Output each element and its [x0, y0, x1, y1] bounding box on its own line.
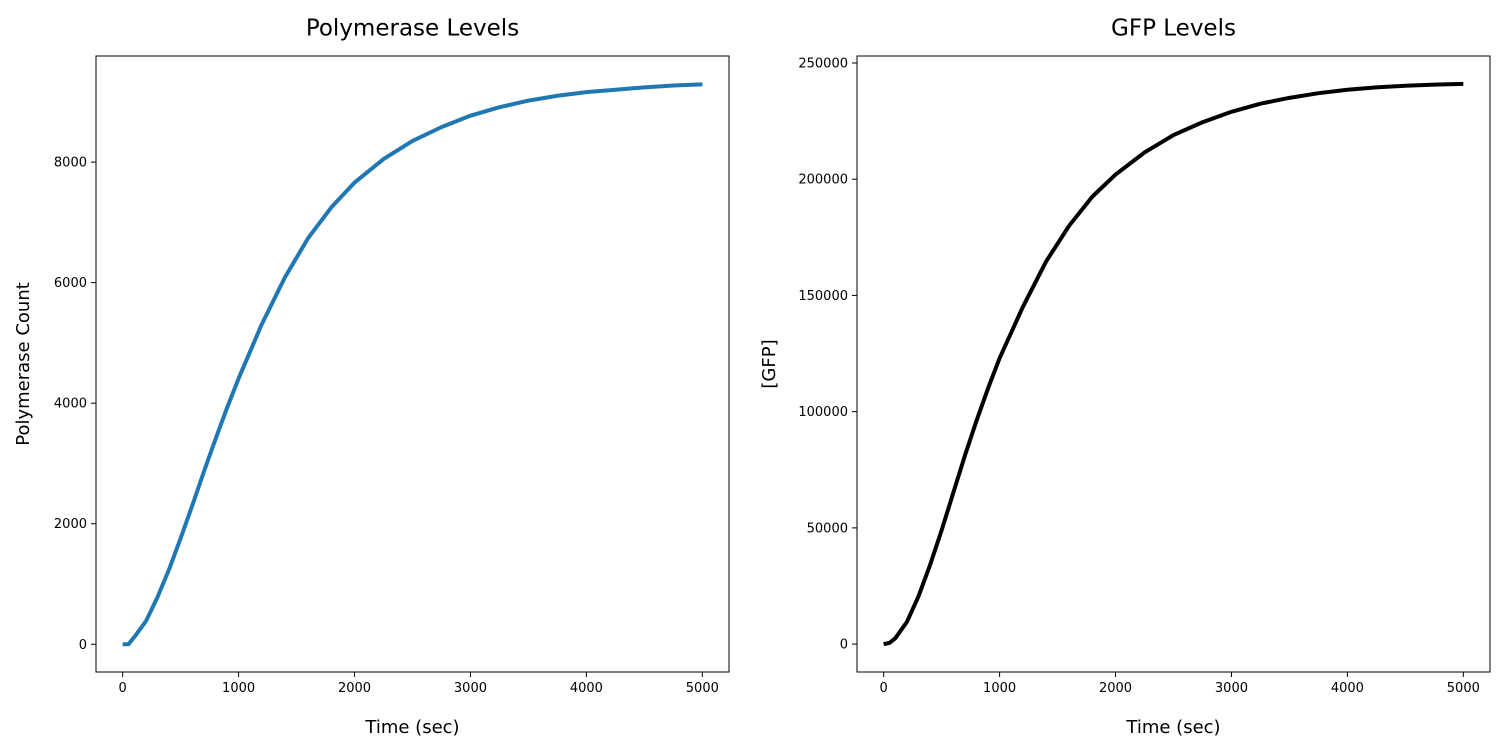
y-tick-label: 6000 — [54, 276, 87, 291]
y-tick-label: 250000 — [798, 56, 848, 71]
y-axis-label-polymerase: Polymerase Count — [13, 282, 34, 446]
gfp-chart: 0 1000 2000 3000 4000 50000500001000001500002… — [759, 16, 1491, 738]
x-tick-label: 1000 — [983, 681, 1016, 696]
x-tick-label: 0 — [119, 681, 127, 696]
x-tick-label: 2000 — [1099, 681, 1132, 696]
polymerase-series-line — [122, 82, 703, 647]
y-tick-label: 0 — [840, 638, 848, 653]
x-axis-label: Time (sec) — [1125, 717, 1220, 738]
chart-title: GFP Levels — [1111, 16, 1236, 42]
y-tick-label: 4000 — [54, 397, 87, 412]
x-tick-label: 4000 — [1331, 681, 1364, 696]
gfp-series-line — [883, 81, 1464, 647]
polymerase-chart: 0 1000 2000 3000 4000 5000 0 2000 4000 6000 8000 Po… — [13, 16, 730, 738]
x-tick-label: 2000 — [338, 681, 371, 696]
y-tick-label: 50000 — [807, 521, 848, 536]
x-tick-label: 0 — [880, 681, 888, 696]
y-tick-label: 8000 — [54, 156, 87, 171]
y-tick-label: 0 — [79, 638, 87, 653]
x-tick-label: 1000 — [222, 681, 255, 696]
x-tick-label: 3000 — [1215, 681, 1248, 696]
y-tick-label: 2000 — [54, 517, 87, 532]
x-axis-label: Time (sec) — [364, 717, 459, 738]
plot-frame — [95, 55, 730, 673]
y-tick-label: 150000 — [798, 289, 848, 304]
x-tick-label: 3000 — [454, 681, 487, 696]
y-axis-label-gfp: [GFP] — [759, 339, 780, 388]
y-tick-label: 200000 — [798, 173, 848, 188]
x-tick-label: 4000 — [570, 681, 603, 696]
chart-title: Polymerase Levels — [306, 16, 519, 42]
y-tick-label: 100000 — [798, 405, 848, 420]
x-tick-label: 5000 — [1447, 681, 1480, 696]
x-tick-label: 5000 — [686, 681, 719, 696]
plot-frame — [856, 55, 1491, 673]
